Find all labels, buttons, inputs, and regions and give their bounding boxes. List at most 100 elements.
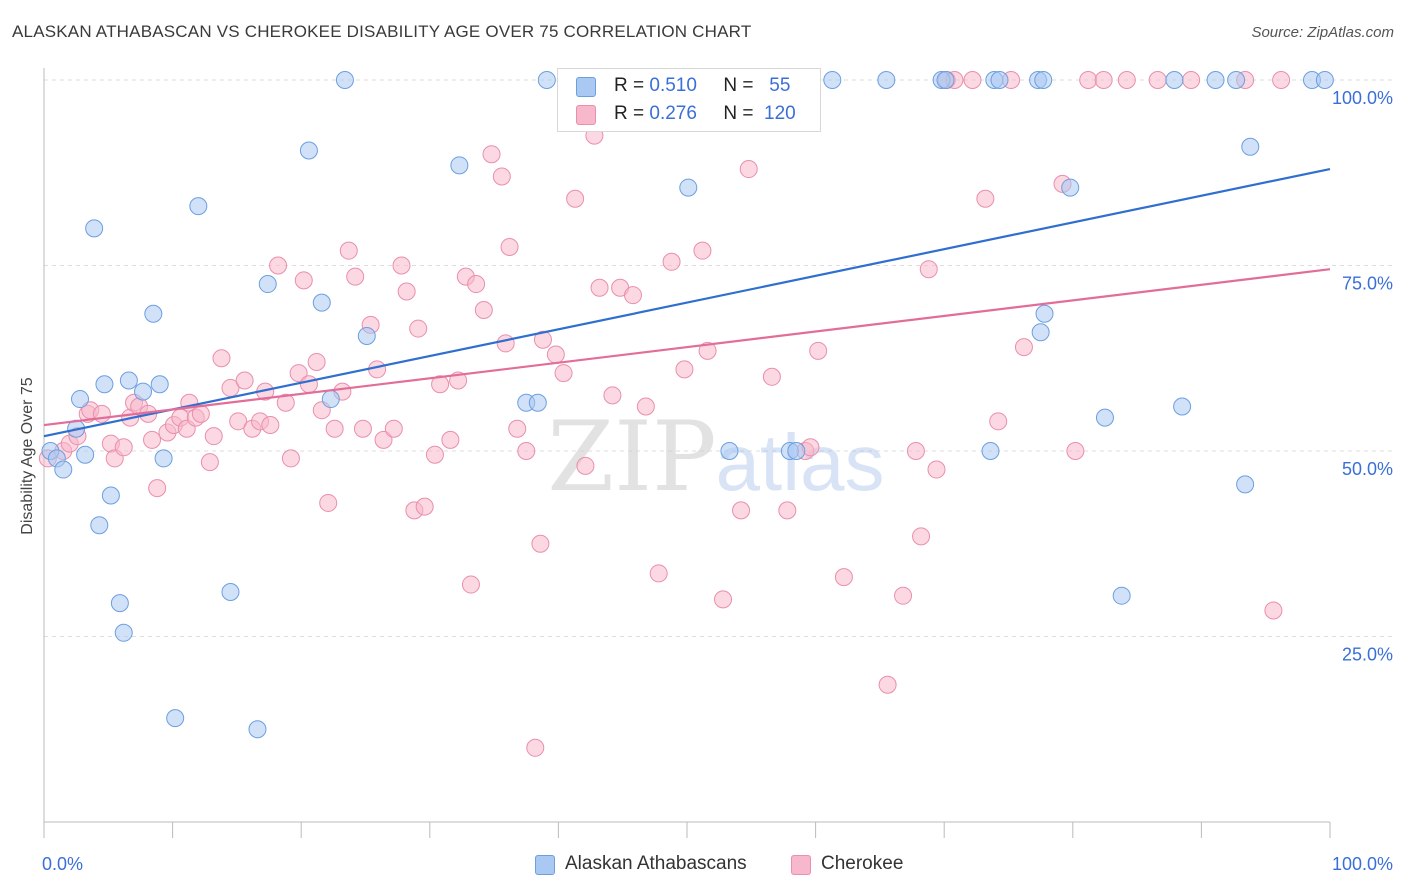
- athabascan-point: [258, 275, 277, 294]
- cherokee-point: [623, 286, 642, 305]
- athabascan-point: [312, 293, 331, 312]
- athabascan-point: [150, 375, 169, 394]
- cherokee-point: [649, 564, 668, 583]
- athabascan-point: [1315, 71, 1334, 89]
- athabascan-point: [299, 141, 318, 160]
- athabascan-point: [1112, 586, 1131, 605]
- cherokee-point: [714, 590, 733, 609]
- cherokee-point: [762, 367, 781, 386]
- x-tick-label: 0.0%: [42, 854, 83, 874]
- athabascan-point: [321, 390, 340, 409]
- bottom-legend-cherokee: Cherokee: [791, 853, 903, 875]
- cherokee-point: [1117, 71, 1136, 89]
- athabascan-point: [110, 594, 129, 613]
- trend-line-cherokee: [43, 268, 1331, 427]
- cherokee-point: [590, 278, 609, 297]
- cherokee-point: [927, 460, 946, 479]
- cherokee-point: [415, 497, 434, 516]
- legend-r-value: 0.276: [649, 103, 697, 124]
- cherokee-point: [878, 675, 897, 694]
- athabascan-point: [1173, 397, 1192, 416]
- athabascan-point: [248, 720, 267, 739]
- athabascan-point: [1227, 71, 1246, 89]
- cherokee-point: [566, 189, 585, 208]
- athabascan-point: [981, 442, 1000, 460]
- stats-legend: R = 0.510 N = 55 R = 0.276 N = 120: [557, 68, 821, 132]
- athabascan-point: [1236, 475, 1255, 494]
- cherokee-point: [492, 167, 511, 186]
- legend-swatch-pink: [576, 105, 596, 125]
- legend-row-blue: R = 0.510 N = 55: [614, 75, 790, 97]
- athabascan-point: [1241, 137, 1260, 156]
- cherokee-point: [461, 575, 480, 594]
- athabascan-point: [189, 197, 208, 216]
- cherokee-point: [261, 416, 280, 435]
- cherokee-point: [912, 527, 931, 546]
- athabascan-point: [95, 375, 114, 394]
- cherokee-point: [148, 479, 167, 498]
- cherokee-point: [1014, 338, 1033, 357]
- cherokee-point: [289, 364, 308, 383]
- cherokee-point: [474, 301, 493, 320]
- cherokee-point: [425, 445, 444, 464]
- trend-line-athabascans: [43, 167, 1331, 438]
- watermark-atlas: atlas: [716, 418, 885, 507]
- legend-swatch-blue: [576, 77, 596, 97]
- legend-n-label: N =: [723, 75, 754, 96]
- cherokee-point: [603, 386, 622, 405]
- cherokee-point: [294, 271, 313, 290]
- cherokee-point: [1079, 71, 1098, 89]
- cherokee-point: [392, 256, 411, 275]
- legend-n-label: N =: [723, 103, 754, 124]
- athabascan-point: [1035, 304, 1054, 323]
- cherokee-point: [204, 427, 223, 446]
- cherokee-point: [662, 252, 681, 271]
- cherokee-point: [409, 319, 428, 338]
- athabascan-point: [990, 71, 1009, 89]
- y-tick-label: 75.0%: [1342, 274, 1393, 294]
- cherokee-point: [894, 586, 913, 605]
- cherokee-point: [353, 419, 372, 438]
- cherokee-point: [919, 260, 938, 279]
- cherokee-point: [397, 282, 416, 301]
- y-tick-label: 100.0%: [1332, 88, 1393, 108]
- legend-r-label: R =: [614, 75, 645, 96]
- cherokee-point: [1182, 71, 1201, 89]
- legend-n-value: 120: [764, 103, 796, 124]
- cherokee-point: [698, 341, 717, 360]
- cherokee-point: [1094, 71, 1113, 89]
- athabascan-point: [71, 390, 90, 409]
- cherokee-point: [517, 442, 536, 460]
- trend-lines: [43, 167, 1331, 438]
- athabascan-point: [528, 393, 547, 412]
- cherokee-point: [693, 241, 712, 260]
- cherokee-point: [526, 738, 545, 757]
- athabascan-point: [335, 71, 354, 89]
- athabascan-point: [1031, 323, 1050, 342]
- cherokee-point: [229, 412, 248, 431]
- cherokee-point: [482, 145, 501, 164]
- cherokee-point: [1148, 71, 1167, 89]
- y-tick-label: 50.0%: [1342, 459, 1393, 479]
- cherokee-point: [976, 189, 995, 208]
- athabascan-point: [114, 623, 133, 642]
- athabascan-point: [119, 371, 138, 390]
- cherokee-point: [554, 364, 573, 383]
- legend-n-value: 55: [769, 75, 791, 96]
- cherokee-point: [576, 456, 595, 475]
- bottom-legend-athabascans: Alaskan Athabascans: [535, 853, 747, 875]
- cherokee-point: [191, 404, 210, 423]
- cherokee-point: [325, 419, 344, 438]
- cherokee-point: [500, 237, 519, 256]
- cherokee-point: [299, 375, 318, 394]
- bottom-legend-label: Cherokee: [821, 853, 904, 874]
- athabascan-point: [1034, 71, 1053, 89]
- athabascan-point: [76, 445, 95, 464]
- cherokee-point: [496, 334, 515, 353]
- cherokee-point: [212, 349, 231, 368]
- cherokee-point: [339, 241, 358, 260]
- athabascan-point: [144, 304, 163, 323]
- cherokee-point: [834, 568, 853, 587]
- series-cherokee: [38, 71, 1291, 757]
